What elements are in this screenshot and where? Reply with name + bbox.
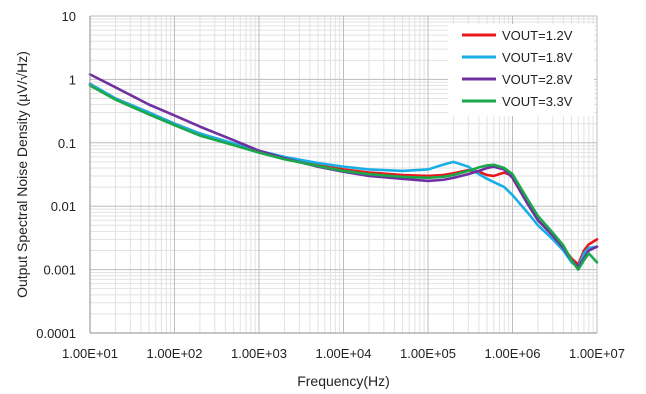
y-tick-label: 10 — [62, 9, 76, 24]
x-tick-label: 1.00E+02 — [146, 346, 202, 361]
x-tick-label: 1.00E+01 — [62, 346, 118, 361]
y-tick-label: 1 — [69, 72, 76, 87]
x-tick-label: 1.00E+04 — [315, 346, 371, 361]
x-tick-label: 1.00E+06 — [484, 346, 540, 361]
series-layer — [88, 73, 599, 271]
legend-label: VOUT=1.8V — [502, 50, 573, 65]
x-tick-label: 1.00E+03 — [231, 346, 287, 361]
x-tick-label: 1.00E+07 — [569, 346, 625, 361]
series-line-2 — [88, 82, 599, 269]
y-tick-label: 0.01 — [51, 199, 76, 214]
series-line-4 — [88, 84, 599, 271]
y-tick-label: 0.1 — [58, 136, 76, 151]
x-axis-title: Frequency(Hz) — [297, 373, 390, 389]
legend-label: VOUT=2.8V — [502, 72, 573, 87]
axes: 1.00E+01 1.00E+02 1.00E+03 1.00E+04 1.00E+05… — [36, 9, 625, 361]
x-tick-label: 1.00E+05 — [400, 346, 456, 361]
legend-label: VOUT=3.3V — [502, 94, 573, 109]
y-axis-title: Output Spectral Noise Density (µV/√Hz) — [14, 51, 30, 298]
legend: VOUT=1.2V VOUT=1.8V VOUT=2.8V VOUT=3.3V — [448, 24, 594, 116]
legend-label: VOUT=1.2V — [502, 28, 573, 43]
y-tick-label: 0.001 — [43, 263, 76, 278]
y-tick-label: 0.0001 — [36, 326, 76, 341]
